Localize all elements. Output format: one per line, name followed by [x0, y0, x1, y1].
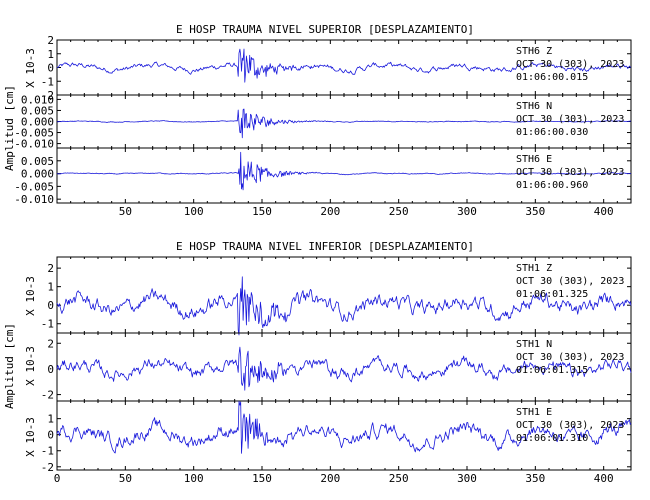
y-tick-label: -2	[41, 89, 54, 102]
trace-line	[56, 48, 632, 83]
x-tick-label: 400	[594, 205, 614, 218]
station-label: STH6 Z	[516, 46, 552, 57]
x-tick-label: 400	[594, 472, 614, 485]
trace-line	[56, 276, 632, 336]
scale-label: X 10-3	[24, 48, 37, 88]
station-label: STH6 N	[516, 101, 552, 112]
time-label: 01:06:01.315	[516, 365, 588, 376]
station-label: STH1 E	[516, 407, 552, 418]
y-tick-label: 0.005	[21, 104, 54, 117]
x-tick-label: 250	[389, 472, 409, 485]
x-tick-label: 50	[119, 205, 132, 218]
station-label: STH6 E	[516, 154, 552, 165]
trace-line	[56, 108, 632, 139]
y-tick-label: 0.005	[21, 155, 54, 168]
x-tick-label: 200	[320, 472, 340, 485]
scale-label: X 10-3	[24, 417, 37, 457]
panel-title: E HOSP TRAUMA NIVEL INFERIOR [DESPLAZAMI…	[176, 240, 474, 253]
x-tick-label: 350	[525, 205, 545, 218]
x-tick-label: 250	[389, 205, 409, 218]
y-tick-label: 1	[47, 413, 54, 426]
y-tick-label: -1	[41, 445, 54, 458]
x-tick-label: 150	[252, 205, 272, 218]
y-tick-label: 0	[47, 62, 54, 75]
y-tick-label: 0	[47, 299, 54, 312]
trace-line	[56, 400, 632, 454]
x-tick-label: 50	[119, 472, 132, 485]
y-tick-label: -1	[41, 318, 54, 331]
trace-line	[56, 151, 632, 191]
x-tick-label: 150	[252, 472, 272, 485]
y-tick-label: -0.005	[14, 180, 54, 193]
y-tick-label: 0	[47, 363, 54, 376]
scale-label: X 10-3	[24, 346, 37, 386]
x-tick-label: 0	[54, 472, 61, 485]
trace-line	[56, 346, 632, 391]
time-label: 01:06:01.310	[516, 433, 588, 444]
date-label: OCT 30 (303), 2023	[516, 114, 624, 125]
date-label: OCT 30 (303), 2023	[516, 167, 624, 178]
date-label: OCT 30 (303), 2023	[516, 276, 624, 287]
y-tick-label: -2	[41, 461, 54, 474]
station-label: STH1 N	[516, 339, 552, 350]
y-tick-label: 2	[47, 337, 54, 350]
y-tick-label: 0.000	[21, 168, 54, 181]
time-label: 01:06:00.960	[516, 180, 588, 191]
trace-panel-sth1-z: 2 1 0 -1 STH1 Z OCT 30 (303), 2023 01:06:01.32…	[24, 256, 632, 336]
y-tick-label: -0.010	[14, 138, 54, 151]
date-label: OCT 30 (303), 2023	[516, 352, 624, 363]
x-tick-label: 200	[320, 205, 340, 218]
x-tick-label: 350	[525, 472, 545, 485]
y-tick-label: -0.005	[14, 127, 54, 140]
x-tick-label: 100	[184, 472, 204, 485]
date-label: OCT 30 (303), 2023	[516, 59, 624, 70]
y-tick-label: -0.010	[14, 193, 54, 206]
y-tick-label: -1	[41, 75, 54, 88]
trace-panel-sth1-n: 2 0 -2 STH1 N OCT 30 (303), 2023 01:06:01.315…	[24, 332, 632, 402]
panel-1: E HOSP TRAUMA NIVEL SUPERIOR [DESPLAZAMI…	[3, 23, 632, 218]
y-tick-label: 0.000	[21, 116, 54, 129]
y-tick-label: 2	[47, 262, 54, 275]
y-axis-label: Amplitud [cm]	[3, 85, 16, 171]
scale-label: X 10-3	[24, 276, 37, 316]
y-axis-label: Amplitud [cm]	[3, 323, 16, 409]
panel-2: E HOSP TRAUMA NIVEL INFERIOR [DESPLAZAMI…	[3, 240, 632, 485]
trace-panel-sth6-z: 210-1-2 STH6 Z OCT 30 (303), 2023 01:06:00.…	[24, 34, 632, 102]
y-tick-label: -2	[41, 389, 54, 402]
y-tick-label: 1	[47, 48, 54, 61]
date-label: OCT 30 (303), 2023	[516, 420, 624, 431]
time-label: 01:06:01.325	[516, 289, 588, 300]
y-tick-label: 2	[47, 34, 54, 47]
y-tick-label: 0	[47, 429, 54, 442]
y-tick-label: 0.010	[21, 93, 54, 106]
time-label: 01:06:00.015	[516, 72, 588, 83]
x-tick-label: 100	[184, 205, 204, 218]
panel-title: E HOSP TRAUMA NIVEL SUPERIOR [DESPLAZAMI…	[176, 23, 474, 36]
station-label: STH1 Z	[516, 263, 552, 274]
trace-panel-sth1-e: 1 0 -1 -2 STH1 E OCT 30 (303), 2023 01:06:01.3…	[24, 400, 632, 474]
x-tick-label: 300	[457, 472, 477, 485]
time-label: 01:06:00.030	[516, 127, 588, 138]
x-tick-label: 300	[457, 205, 477, 218]
y-tick-label: 1	[47, 281, 54, 294]
